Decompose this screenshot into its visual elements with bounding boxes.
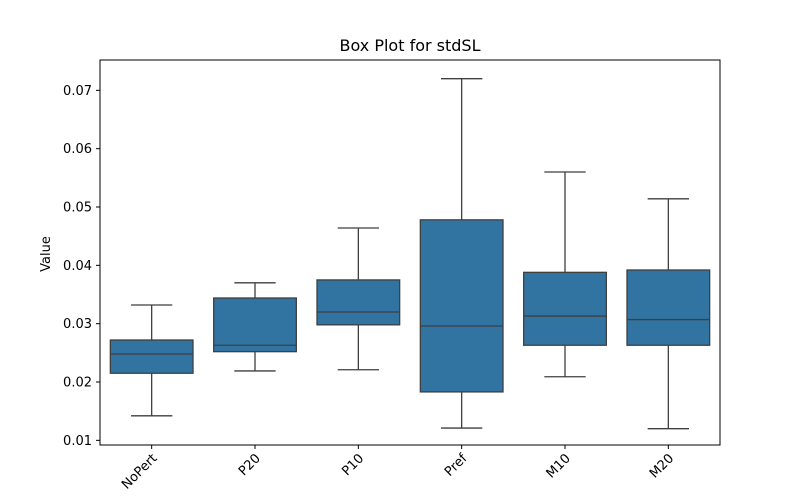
iqr-box	[109, 339, 194, 374]
x-tick-label: P10	[339, 451, 367, 479]
box-Pref	[419, 78, 504, 429]
x-tick-label: P20	[236, 451, 264, 479]
y-tick-label: 0.01	[63, 434, 92, 449]
y-tick-label: 0.06	[63, 142, 92, 157]
y-axis-label: Value	[39, 236, 54, 272]
x-tick-label: NoPert	[119, 451, 160, 492]
y-tick-label: 0.05	[63, 201, 92, 216]
x-tick-label: M20	[647, 451, 677, 481]
box-M10	[523, 171, 607, 378]
y-ticks-layer: 0.01 0.02 0.03 0.04 0.05 0.06 0.07	[63, 84, 100, 449]
x-ticks-layer: NoPert P20 P10 Pref M10 M20	[119, 445, 677, 493]
box-P10	[316, 227, 401, 371]
iqr-box	[419, 219, 504, 393]
iqr-box	[213, 297, 297, 353]
iqr-box	[523, 271, 607, 346]
y-tick-label: 0.02	[63, 376, 92, 391]
x-tick-label: M10	[544, 451, 574, 481]
iqr-box	[316, 279, 401, 326]
boxes-layer	[109, 78, 711, 430]
x-tick-label: Pref	[442, 451, 471, 480]
y-tick-label: 0.04	[63, 259, 92, 274]
box-NoPert	[109, 304, 194, 417]
box-P20	[213, 282, 297, 372]
chart-title: Box Plot for stdSL	[340, 36, 481, 55]
iqr-box	[626, 269, 711, 346]
y-tick-label: 0.03	[63, 317, 92, 332]
box-M20	[626, 198, 711, 430]
plot-frame	[99, 59, 721, 446]
y-tick-label: 0.07	[63, 84, 92, 99]
